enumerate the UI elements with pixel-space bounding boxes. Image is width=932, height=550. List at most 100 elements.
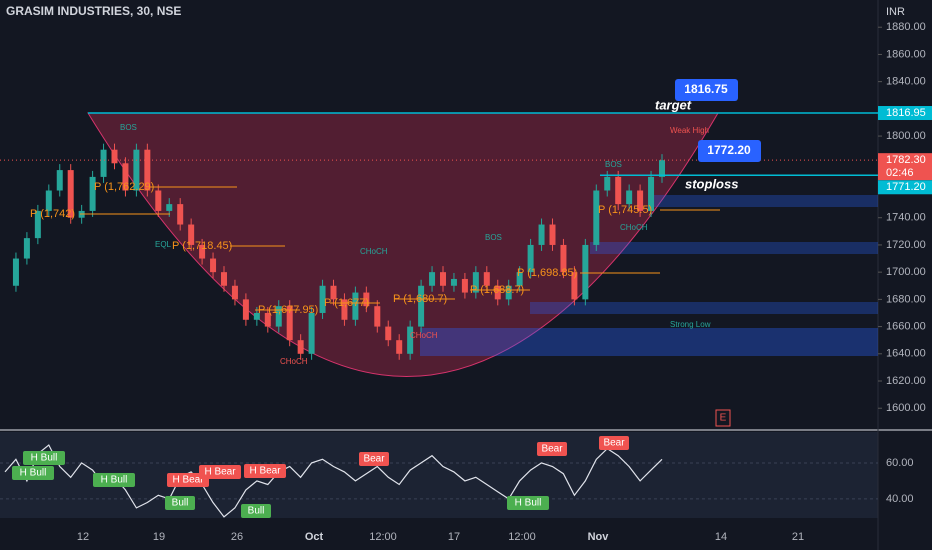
pivot-label: P (1,762.29) xyxy=(94,181,154,193)
candle xyxy=(12,258,19,286)
divergence-label: Bull xyxy=(248,506,265,517)
y-tick-label: 1720.00 xyxy=(886,239,926,251)
candle xyxy=(527,244,534,273)
candle xyxy=(538,224,545,245)
candle xyxy=(549,224,556,245)
candle xyxy=(483,272,490,286)
event-icon-label: E xyxy=(720,413,727,424)
y-tick-label: 1700.00 xyxy=(886,266,926,278)
callout-value: 1816.75 xyxy=(684,82,728,96)
structure-label: CHoCH xyxy=(410,331,438,340)
divergence-label: H Bull xyxy=(20,468,47,479)
candle xyxy=(34,210,41,239)
event-icon[interactable] xyxy=(715,409,731,427)
x-tick-label: 17 xyxy=(448,531,460,543)
y-tick-label: 1880.00 xyxy=(886,21,926,33)
x-tick-label: 12:00 xyxy=(369,531,397,543)
structure-label: BOS xyxy=(120,123,137,132)
y-tick-label: 1860.00 xyxy=(886,48,926,60)
candle xyxy=(461,278,468,293)
pivot-label: P (1,698.85) xyxy=(517,267,577,279)
x-tick-label: 12:00 xyxy=(508,531,536,543)
demand-zone xyxy=(650,195,878,207)
structure-label: BOS xyxy=(605,160,622,169)
divergence-tag xyxy=(199,465,241,479)
pivot-label: P (1,718.45) xyxy=(172,240,232,252)
x-tick-label: 12 xyxy=(77,531,89,543)
structure-label: CHoCH xyxy=(280,357,308,366)
candle xyxy=(166,204,173,211)
divergence-label: H Bull xyxy=(101,475,128,486)
candle xyxy=(494,285,501,300)
candle xyxy=(319,285,326,313)
rsi-tick-label: 40.00 xyxy=(886,493,914,505)
x-tick-label: Nov xyxy=(588,531,610,543)
price-marker-label: 1771.20 xyxy=(886,181,926,193)
divergence-tag xyxy=(165,496,195,510)
callout-note: target xyxy=(655,97,692,112)
candle xyxy=(505,285,512,300)
structure-label: BOS xyxy=(485,233,502,242)
candle xyxy=(440,272,446,286)
title: GRASIM INDUSTRIES, 30, NSE xyxy=(6,4,181,18)
candle xyxy=(582,244,589,300)
candle xyxy=(571,272,578,300)
y-tick-label: 1640.00 xyxy=(886,348,926,360)
divergence-tag xyxy=(12,466,54,480)
divergence-tag xyxy=(93,473,135,487)
candle xyxy=(385,326,392,341)
candle xyxy=(155,190,162,211)
candle xyxy=(264,312,271,327)
divergence-tag xyxy=(359,452,389,466)
candle xyxy=(177,204,184,225)
candle xyxy=(144,149,151,191)
candle xyxy=(221,272,227,286)
candle xyxy=(133,149,140,191)
candle xyxy=(472,272,479,293)
x-tick-label: 19 xyxy=(153,531,165,543)
cup-pattern xyxy=(87,112,719,377)
candle xyxy=(593,190,600,245)
divergence-label: Bear xyxy=(541,444,563,455)
candle xyxy=(330,285,337,300)
candle xyxy=(199,244,206,259)
demand-zone xyxy=(590,242,878,254)
y-tick-label: 1740.00 xyxy=(886,212,926,224)
countdown: 02:46 xyxy=(886,167,914,179)
candle xyxy=(418,285,425,327)
pivot-label: P (1,745.5) xyxy=(598,204,652,216)
price-marker xyxy=(878,180,932,195)
candle xyxy=(56,170,63,191)
candle xyxy=(111,149,118,164)
x-tick-label: 26 xyxy=(231,531,243,543)
divergence-tag xyxy=(241,504,271,518)
divergence-label: Bear xyxy=(603,438,625,449)
candle xyxy=(429,272,436,286)
candle xyxy=(659,160,665,177)
y-tick-label: 1600.00 xyxy=(886,402,926,414)
divergence-label: Bear xyxy=(363,454,385,465)
divergence-label: Bull xyxy=(172,498,189,509)
callout-box xyxy=(698,140,761,162)
structure-label: Weak High xyxy=(670,126,709,135)
rsi-pane xyxy=(0,432,878,518)
candle xyxy=(352,292,359,320)
y-tick-label: 1680.00 xyxy=(886,293,926,305)
candle xyxy=(210,258,217,273)
candle xyxy=(407,326,414,354)
candle xyxy=(45,190,52,211)
x-tick-label: 21 xyxy=(792,531,804,543)
y-tick-label: 1620.00 xyxy=(886,375,926,387)
candle xyxy=(308,312,315,354)
candle xyxy=(100,149,107,177)
candle xyxy=(604,176,611,191)
candle xyxy=(89,176,96,211)
candle xyxy=(275,306,282,327)
divergence-label: H Bear xyxy=(249,466,281,477)
callout-note: stoploss xyxy=(685,176,738,191)
candle xyxy=(253,312,260,320)
pivot-label: P (1,677) xyxy=(324,297,369,309)
divergence-label: H Bull xyxy=(515,498,542,509)
x-tick-label: 14 xyxy=(715,531,727,543)
